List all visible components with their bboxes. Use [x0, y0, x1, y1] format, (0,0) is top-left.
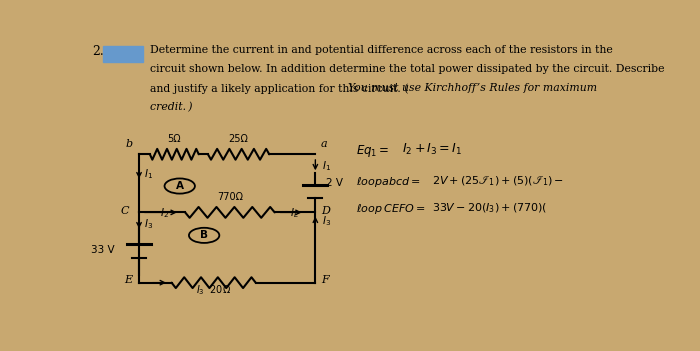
Text: b: b — [125, 139, 132, 150]
Text: You must use Kirchhoff’s Rules for maximum: You must use Kirchhoff’s Rules for maxim… — [348, 83, 597, 93]
Text: and justify a likely application for this circuit. (: and justify a likely application for thi… — [150, 83, 409, 94]
Text: $2V+(25\mathscr{I}_1)+(5)(\mathscr{I}_1)-$: $2V+(25\mathscr{I}_1)+(5)(\mathscr{I}_1)… — [432, 174, 564, 188]
Text: $I_2+I_3 = I_1$: $I_2+I_3 = I_1$ — [402, 142, 463, 157]
Text: 25Ω: 25Ω — [229, 134, 248, 144]
Text: E: E — [125, 275, 132, 285]
Text: 33 V: 33 V — [91, 245, 115, 255]
Text: $\ell oopabcd=$: $\ell oopabcd=$ — [356, 174, 421, 188]
Text: $I_2$: $I_2$ — [160, 206, 169, 220]
FancyBboxPatch shape — [103, 46, 144, 62]
Text: a: a — [321, 139, 328, 150]
Text: C: C — [121, 206, 130, 216]
Text: B: B — [200, 230, 208, 240]
Text: $Eq_1=$: $Eq_1=$ — [356, 144, 389, 159]
Text: $I_1$: $I_1$ — [144, 168, 153, 181]
Text: D: D — [321, 206, 330, 216]
Text: A: A — [176, 181, 183, 191]
Text: Determine the current in and potential difference across each of the resistors i: Determine the current in and potential d… — [150, 45, 612, 55]
Text: F: F — [321, 275, 328, 285]
Text: credit. ): credit. ) — [150, 102, 192, 112]
Text: 5Ω: 5Ω — [167, 134, 181, 144]
Text: 2.: 2. — [92, 45, 104, 58]
Text: circuit shown below. In addition determine the total power dissipated by the cir: circuit shown below. In addition determi… — [150, 64, 664, 74]
Text: $I_L$: $I_L$ — [290, 206, 298, 220]
Text: $33V-20(I_3)+(770)($: $33V-20(I_3)+(770)($ — [432, 201, 547, 215]
Text: $I_3$  20Ω: $I_3$ 20Ω — [196, 284, 231, 297]
Text: 2 V: 2 V — [326, 178, 343, 188]
Text: $I_1$: $I_1$ — [322, 160, 331, 173]
Text: $I_3$: $I_3$ — [144, 217, 153, 231]
Text: 770Ω: 770Ω — [217, 192, 243, 202]
Text: $I_3$: $I_3$ — [322, 214, 331, 228]
Text: $\ell oop\,CEFO=$: $\ell oop\,CEFO=$ — [356, 201, 426, 216]
